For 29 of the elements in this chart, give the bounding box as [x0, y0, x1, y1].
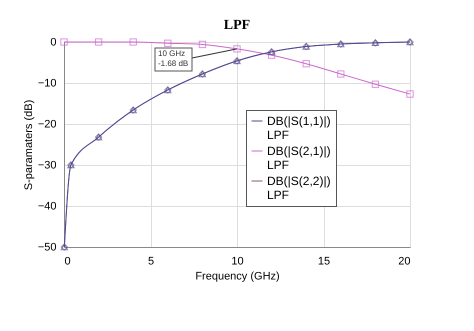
point	[130, 38, 137, 46]
y-tick-label: −40	[38, 200, 56, 212]
legend-label: DB(|S(2,2)|) LPF	[267, 174, 331, 202]
x-tick-label: 20	[398, 256, 410, 268]
y-tick-label: −20	[38, 118, 56, 130]
y-tick-label: −30	[38, 160, 56, 172]
x-tick-label: 0	[64, 256, 71, 268]
chart-title: LPF	[224, 18, 250, 33]
point	[60, 38, 68, 46]
point	[372, 80, 380, 88]
x-tick-label: 10	[231, 256, 244, 268]
point	[94, 38, 102, 46]
legend-label: DB(|S(1,1)|) LPF	[267, 114, 331, 142]
point	[406, 90, 414, 98]
y-axis-title: S-paramaters (dB)	[22, 100, 35, 190]
y-tick-label: 0	[50, 36, 56, 48]
legend-label: DB(|S(2,1)|) LPF	[267, 144, 331, 172]
point	[337, 70, 344, 78]
point	[302, 60, 310, 68]
point	[198, 40, 206, 48]
x-axis-title: Frequency (GHz)	[195, 270, 280, 282]
point	[233, 45, 241, 53]
y-tick-label: −50	[38, 242, 56, 254]
y-tick-label: −10	[38, 78, 56, 90]
annotation: 10 GHz -1.68 dB	[158, 49, 188, 68]
point	[164, 40, 172, 47]
point	[268, 51, 276, 59]
x-tick-label: 15	[318, 256, 330, 268]
x-tick-label: 5	[148, 256, 154, 268]
